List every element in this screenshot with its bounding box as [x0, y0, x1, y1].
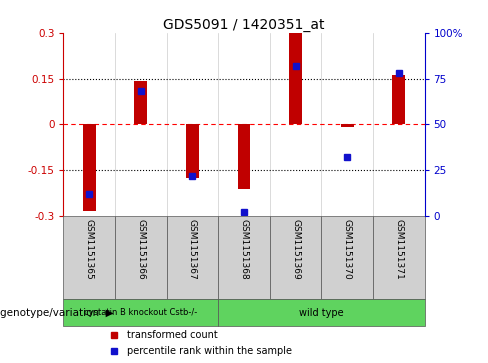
Bar: [392, 75, 405, 125]
Bar: [83, 125, 96, 211]
Text: GSM1151370: GSM1151370: [343, 219, 352, 279]
Bar: [186, 125, 199, 178]
Bar: [115, 216, 166, 299]
Bar: [166, 216, 218, 299]
Title: GDS5091 / 1420351_at: GDS5091 / 1420351_at: [163, 18, 325, 32]
Bar: [238, 125, 250, 188]
Text: genotype/variation  ▶: genotype/variation ▶: [0, 308, 114, 318]
Bar: [63, 299, 218, 326]
Bar: [289, 33, 302, 125]
Bar: [341, 125, 354, 127]
Text: GSM1151365: GSM1151365: [85, 219, 94, 279]
Text: GSM1151366: GSM1151366: [136, 219, 145, 279]
Text: percentile rank within the sample: percentile rank within the sample: [127, 346, 292, 356]
Text: wild type: wild type: [299, 308, 344, 318]
Bar: [63, 216, 115, 299]
Bar: [218, 299, 425, 326]
Text: GSM1151371: GSM1151371: [394, 219, 403, 279]
Text: transformed count: transformed count: [127, 330, 217, 340]
Text: GSM1151368: GSM1151368: [240, 219, 248, 279]
Text: GSM1151369: GSM1151369: [291, 219, 300, 279]
Bar: [134, 81, 147, 125]
Bar: [322, 216, 373, 299]
Bar: [373, 216, 425, 299]
Bar: [218, 216, 270, 299]
Text: cystatin B knockout Cstb-/-: cystatin B knockout Cstb-/-: [84, 308, 198, 317]
Bar: [270, 216, 322, 299]
Text: GSM1151367: GSM1151367: [188, 219, 197, 279]
